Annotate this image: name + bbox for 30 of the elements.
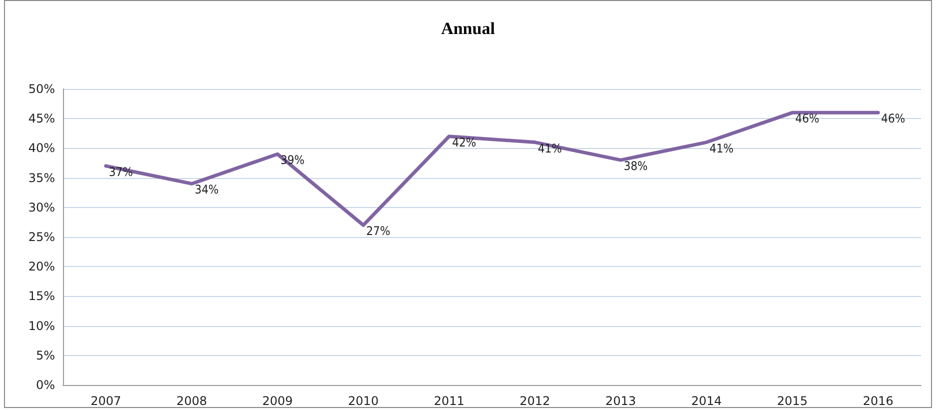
y-tick-label: 40% [28,141,55,156]
data-label: 46% [795,112,820,126]
y-tick-label: 5% [36,348,55,362]
y-tick-label: 0% [36,378,55,392]
x-tick-label: 2007 [90,394,122,408]
x-tick-label: 2016 [862,394,894,408]
x-tick-label: 2010 [348,394,379,408]
x-tick-label: 2014 [691,394,722,408]
x-tick-label: 2011 [434,394,464,408]
y-tick-label: 20% [28,260,55,274]
x-tick-label: 2012 [520,394,550,408]
y-tick-label: 45% [28,112,55,126]
line-series [104,110,880,227]
y-tick-label: 10% [28,318,55,333]
y-tick-label: 50% [28,82,55,96]
chart-title: Annual [441,19,496,38]
x-tick-label: 2009 [262,394,293,408]
x-tick-label: 2013 [605,394,636,408]
data-label: 41% [710,141,734,156]
y-tick-label: 15% [28,289,55,304]
data-label: 46% [881,112,906,126]
x-tick-label: 2015 [777,394,808,408]
data-label: 42% [452,135,476,150]
y-tick-label: 30% [28,200,55,214]
data-label: 27% [366,224,390,238]
data-label: 34% [194,182,219,197]
x-tick-label: 2008 [176,394,207,408]
data-label: 38% [624,159,648,174]
y-tick-label: 25% [28,230,55,244]
y-tick-label: 35% [28,170,55,185]
